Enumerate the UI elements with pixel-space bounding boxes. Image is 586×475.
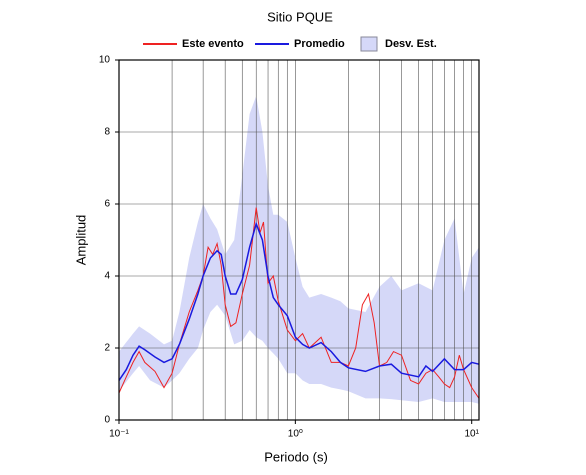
y-tick-label: 6 <box>104 199 110 210</box>
legend-label: Este evento <box>182 38 244 50</box>
series-line <box>118 221 480 381</box>
y-tick-label: 8 <box>104 127 110 138</box>
x-tick-label: 10⁰ <box>288 429 303 440</box>
x-axis-label: Periodo (s) <box>264 449 328 464</box>
y-tick-label: 0 <box>104 415 110 426</box>
y-axis-label: Amplitud <box>73 215 88 266</box>
chart-title: Sitio PQUE <box>267 9 333 24</box>
plot-frame <box>118 59 480 421</box>
series-line <box>118 207 480 399</box>
legend-swatch <box>360 36 378 52</box>
std-band <box>119 96 479 404</box>
x-tick-label: 10¹ <box>464 429 479 440</box>
x-tick-label: 10⁻¹ <box>109 429 129 440</box>
y-tick-label: 4 <box>104 271 110 282</box>
legend-label: Desv. Est. <box>385 38 437 50</box>
y-tick-label: 2 <box>104 343 110 354</box>
y-tick-label: 10 <box>99 55 111 66</box>
legend-label: Promedio <box>294 38 345 50</box>
